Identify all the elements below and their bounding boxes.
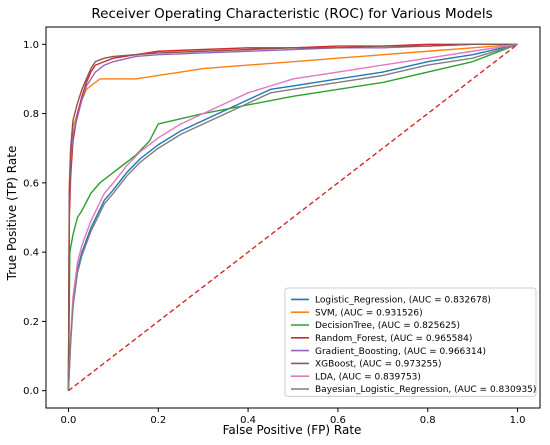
legend-entry-label: XGBoost, (AUC = 0.973255) <box>315 360 442 370</box>
y-tick-label: 0.0 <box>23 386 39 397</box>
roc-curve-3 <box>67 43 518 391</box>
y-tick-label: 0.2 <box>23 317 39 328</box>
plot-frame <box>45 26 541 409</box>
legend-box <box>284 287 537 397</box>
legend-entry-label: Random_Forest, (AUC = 0.965584) <box>315 334 472 344</box>
chart-title: Receiver Operating Characteristic (ROC) … <box>91 6 492 22</box>
legend-entry-label: Bayesian_Logistic_Regression, (AUC = 0.8… <box>315 385 536 395</box>
y-tick-label: 0.8 <box>23 109 39 120</box>
legend: Logistic_Regression, (AUC = 0.832678) SVM… <box>284 287 537 397</box>
plot-area <box>67 43 518 392</box>
legend-entry-label: DecisionTree, (AUC = 0.825625) <box>315 321 460 331</box>
roc-curve-2 <box>67 43 518 391</box>
roc-curve-8 <box>67 43 518 391</box>
roc-curve-6 <box>67 43 518 391</box>
legend-entry-label: SVM, (AUC = 0.931526) <box>315 308 423 318</box>
legend-entry-label: LDA, (AUC = 0.839753) <box>315 372 421 382</box>
legend-entry-label: Gradient_Boosting, (AUC = 0.966314) <box>315 347 486 357</box>
y-tick-label: 0.4 <box>23 248 39 259</box>
roc-curve-5 <box>67 43 518 391</box>
y-tick-label: 1.0 <box>23 40 39 51</box>
x-axis-label: False Positive (FP) Rate <box>223 423 362 437</box>
x-tick-label: 0.8 <box>420 415 436 426</box>
reference-diagonal-line <box>68 43 518 392</box>
y-axis: 0.0 0.2 0.4 0.6 0.8 1.0 <box>23 40 46 397</box>
y-axis-label: True Positive (TP) Rate <box>5 146 19 282</box>
x-tick-label: 0.0 <box>61 415 77 426</box>
x-tick-label: 0.2 <box>150 415 166 426</box>
x-tick-label: 1.0 <box>510 415 526 426</box>
legend-entry-label: Logistic_Regression, (AUC = 0.832678) <box>315 296 491 306</box>
y-tick-label: 0.6 <box>23 178 39 189</box>
x-tick-label: 0.4 <box>240 415 256 426</box>
x-axis: 0.0 0.2 0.4 0.6 0.8 1.0 <box>61 408 526 426</box>
roc-curve-1 <box>67 43 518 391</box>
roc-curve-7 <box>67 43 518 391</box>
x-tick-label: 0.6 <box>330 415 346 426</box>
